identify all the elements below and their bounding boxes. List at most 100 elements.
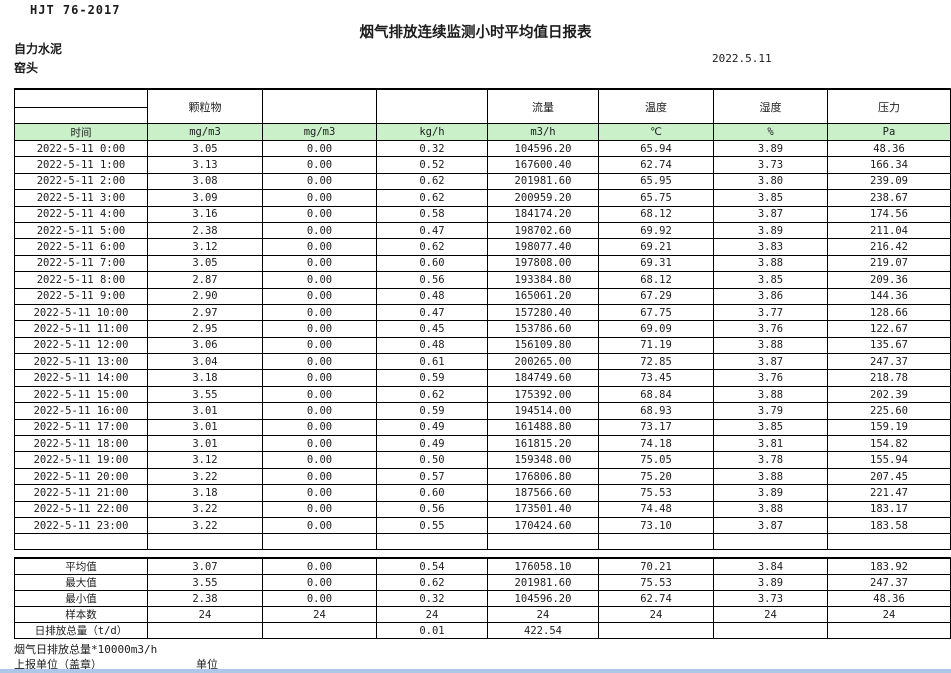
value-cell: 3.05: [147, 254, 263, 273]
value-cell: 3.05: [147, 139, 263, 158]
value-cell: 0.59: [376, 369, 488, 387]
summary-label-cell: 样本数: [14, 606, 148, 624]
value-cell: 74.48: [598, 500, 714, 518]
summary-label-cell: 最小值: [14, 590, 148, 608]
value-cell: 0.00: [262, 189, 377, 207]
value-cell: 183.58: [827, 516, 951, 535]
blank-row: [14, 533, 951, 551]
value-cell: 197808.00: [487, 254, 599, 273]
time-cell: 2022-5-11 6:00: [14, 238, 148, 256]
value-cell: 73.17: [598, 418, 714, 437]
time-cell: 2022-5-11 0:00: [14, 139, 148, 158]
value-cell: 3.22: [147, 516, 263, 535]
table-row: 2022-5-11 14:00 3.18 0.00 0.59 184749.60 73.4…: [14, 369, 951, 387]
time-cell: 2022-5-11 10:00: [14, 303, 148, 322]
value-cell: 65.75: [598, 189, 714, 207]
value-cell: 3.81: [713, 435, 828, 453]
value-cell: 166.34: [827, 156, 951, 174]
time-cell: 2022-5-11 16:00: [14, 402, 148, 420]
value-cell: 3.01: [147, 435, 263, 453]
value-cell: 3.87: [713, 353, 828, 371]
unit-header: mg/m3: [147, 123, 263, 141]
value-cell: 0.00: [262, 139, 377, 158]
value-cell: 184174.20: [487, 205, 599, 223]
value-cell: 170424.60: [487, 516, 599, 535]
value-cell: 62.74: [598, 156, 714, 174]
value-cell: 155.94: [827, 451, 951, 469]
value-cell: 157280.40: [487, 303, 599, 322]
value-cell: 3.86: [713, 287, 828, 305]
value-cell: 3.87: [713, 205, 828, 223]
time-cell: 2022-5-11 19:00: [14, 451, 148, 469]
time-cell: 2022-5-11 18:00: [14, 435, 148, 453]
value-cell: 122.67: [827, 320, 951, 338]
value-cell: 0.00: [262, 418, 377, 437]
value-cell: 0.00: [262, 369, 377, 387]
pollutant-header-empty: [376, 88, 488, 124]
value-cell: 211.04: [827, 221, 951, 240]
value-cell: 0.00: [262, 271, 377, 289]
value-cell: 3.89: [713, 221, 828, 240]
value-cell: 184749.60: [487, 369, 599, 387]
value-cell: 3.88: [713, 467, 828, 486]
table-row: 2022-5-11 8:00 2.87 0.00 0.56 193384.80 68.12…: [14, 271, 951, 289]
summary-value-cell: [262, 622, 377, 640]
time-column-header: 时间: [14, 123, 148, 141]
value-cell: 135.67: [827, 336, 951, 355]
value-cell: 239.09: [827, 172, 951, 191]
value-cell: 3.16: [147, 205, 263, 223]
value-cell: 173501.40: [487, 500, 599, 518]
time-cell: 2022-5-11 17:00: [14, 418, 148, 437]
unit-header: m3/h: [487, 123, 599, 141]
value-cell: 0.59: [376, 402, 488, 420]
summary-value-cell: 3.89: [713, 574, 828, 592]
value-cell: 48.36: [827, 139, 951, 158]
summary-value-cell: 0.54: [376, 557, 488, 576]
empty-cell: [827, 533, 951, 551]
value-cell: 154.82: [827, 435, 951, 453]
table-row: 2022-5-11 2:00 3.08 0.00 0.62 201981.60 65.95…: [14, 172, 951, 191]
table-row: 2022-5-11 19:00 3.12 0.00 0.50 159348.00 75.0…: [14, 451, 951, 469]
table-row: 2022-5-11 15:00 3.55 0.00 0.62 175392.00 68.8…: [14, 385, 951, 404]
value-cell: 3.09: [147, 189, 263, 207]
summary-row: 样本数 24 24 24 24 24 24 24: [14, 606, 951, 624]
summary-value-cell: 62.74: [598, 590, 714, 608]
page-title: 烟气排放连续监测小时平均值日报表: [359, 25, 592, 41]
value-cell: 68.12: [598, 271, 714, 289]
summary-label-cell: 平均值: [14, 557, 148, 576]
table-row: 2022-5-11 11:00 2.95 0.00 0.45 153786.60 69.0…: [14, 320, 951, 338]
time-cell: 2022-5-11 21:00: [14, 484, 148, 502]
value-cell: 0.56: [376, 500, 488, 518]
value-cell: 0.55: [376, 516, 488, 535]
time-cell: 2022-5-11 4:00: [14, 205, 148, 223]
value-cell: 0.49: [376, 435, 488, 453]
value-cell: 65.94: [598, 139, 714, 158]
footnote: 烟气日排放总量*10000m3/h: [14, 643, 158, 656]
pollutant-header-row: 颗粒物 流量 温度 湿度 压力: [14, 88, 951, 124]
summary-value-cell: 183.92: [827, 557, 951, 576]
value-cell: 3.22: [147, 467, 263, 486]
value-cell: 3.55: [147, 385, 263, 404]
value-cell: 3.12: [147, 238, 263, 256]
value-cell: 0.61: [376, 353, 488, 371]
value-cell: 3.13: [147, 156, 263, 174]
time-cell: 2022-5-11 3:00: [14, 189, 148, 207]
summary-value-cell: 104596.20: [487, 590, 599, 608]
time-cell: 2022-5-11 15:00: [14, 385, 148, 404]
company-name: 自力水泥: [14, 42, 63, 56]
summary-value-cell: 24: [598, 606, 714, 624]
table-row: 2022-5-11 4:00 3.16 0.00 0.58 184174.20 68.12…: [14, 205, 951, 223]
report-date: 2022.5.11: [712, 52, 772, 65]
time-cell: 2022-5-11 20:00: [14, 467, 148, 486]
value-cell: 219.07: [827, 254, 951, 273]
value-cell: 0.62: [376, 189, 488, 207]
value-cell: 0.58: [376, 205, 488, 223]
value-cell: 238.67: [827, 189, 951, 207]
value-cell: 159.19: [827, 418, 951, 437]
value-cell: 0.47: [376, 303, 488, 322]
summary-value-cell: 3.73: [713, 590, 828, 608]
value-cell: 2.97: [147, 303, 263, 322]
value-cell: 0.45: [376, 320, 488, 338]
value-cell: 0.00: [262, 353, 377, 371]
value-cell: 0.00: [262, 435, 377, 453]
